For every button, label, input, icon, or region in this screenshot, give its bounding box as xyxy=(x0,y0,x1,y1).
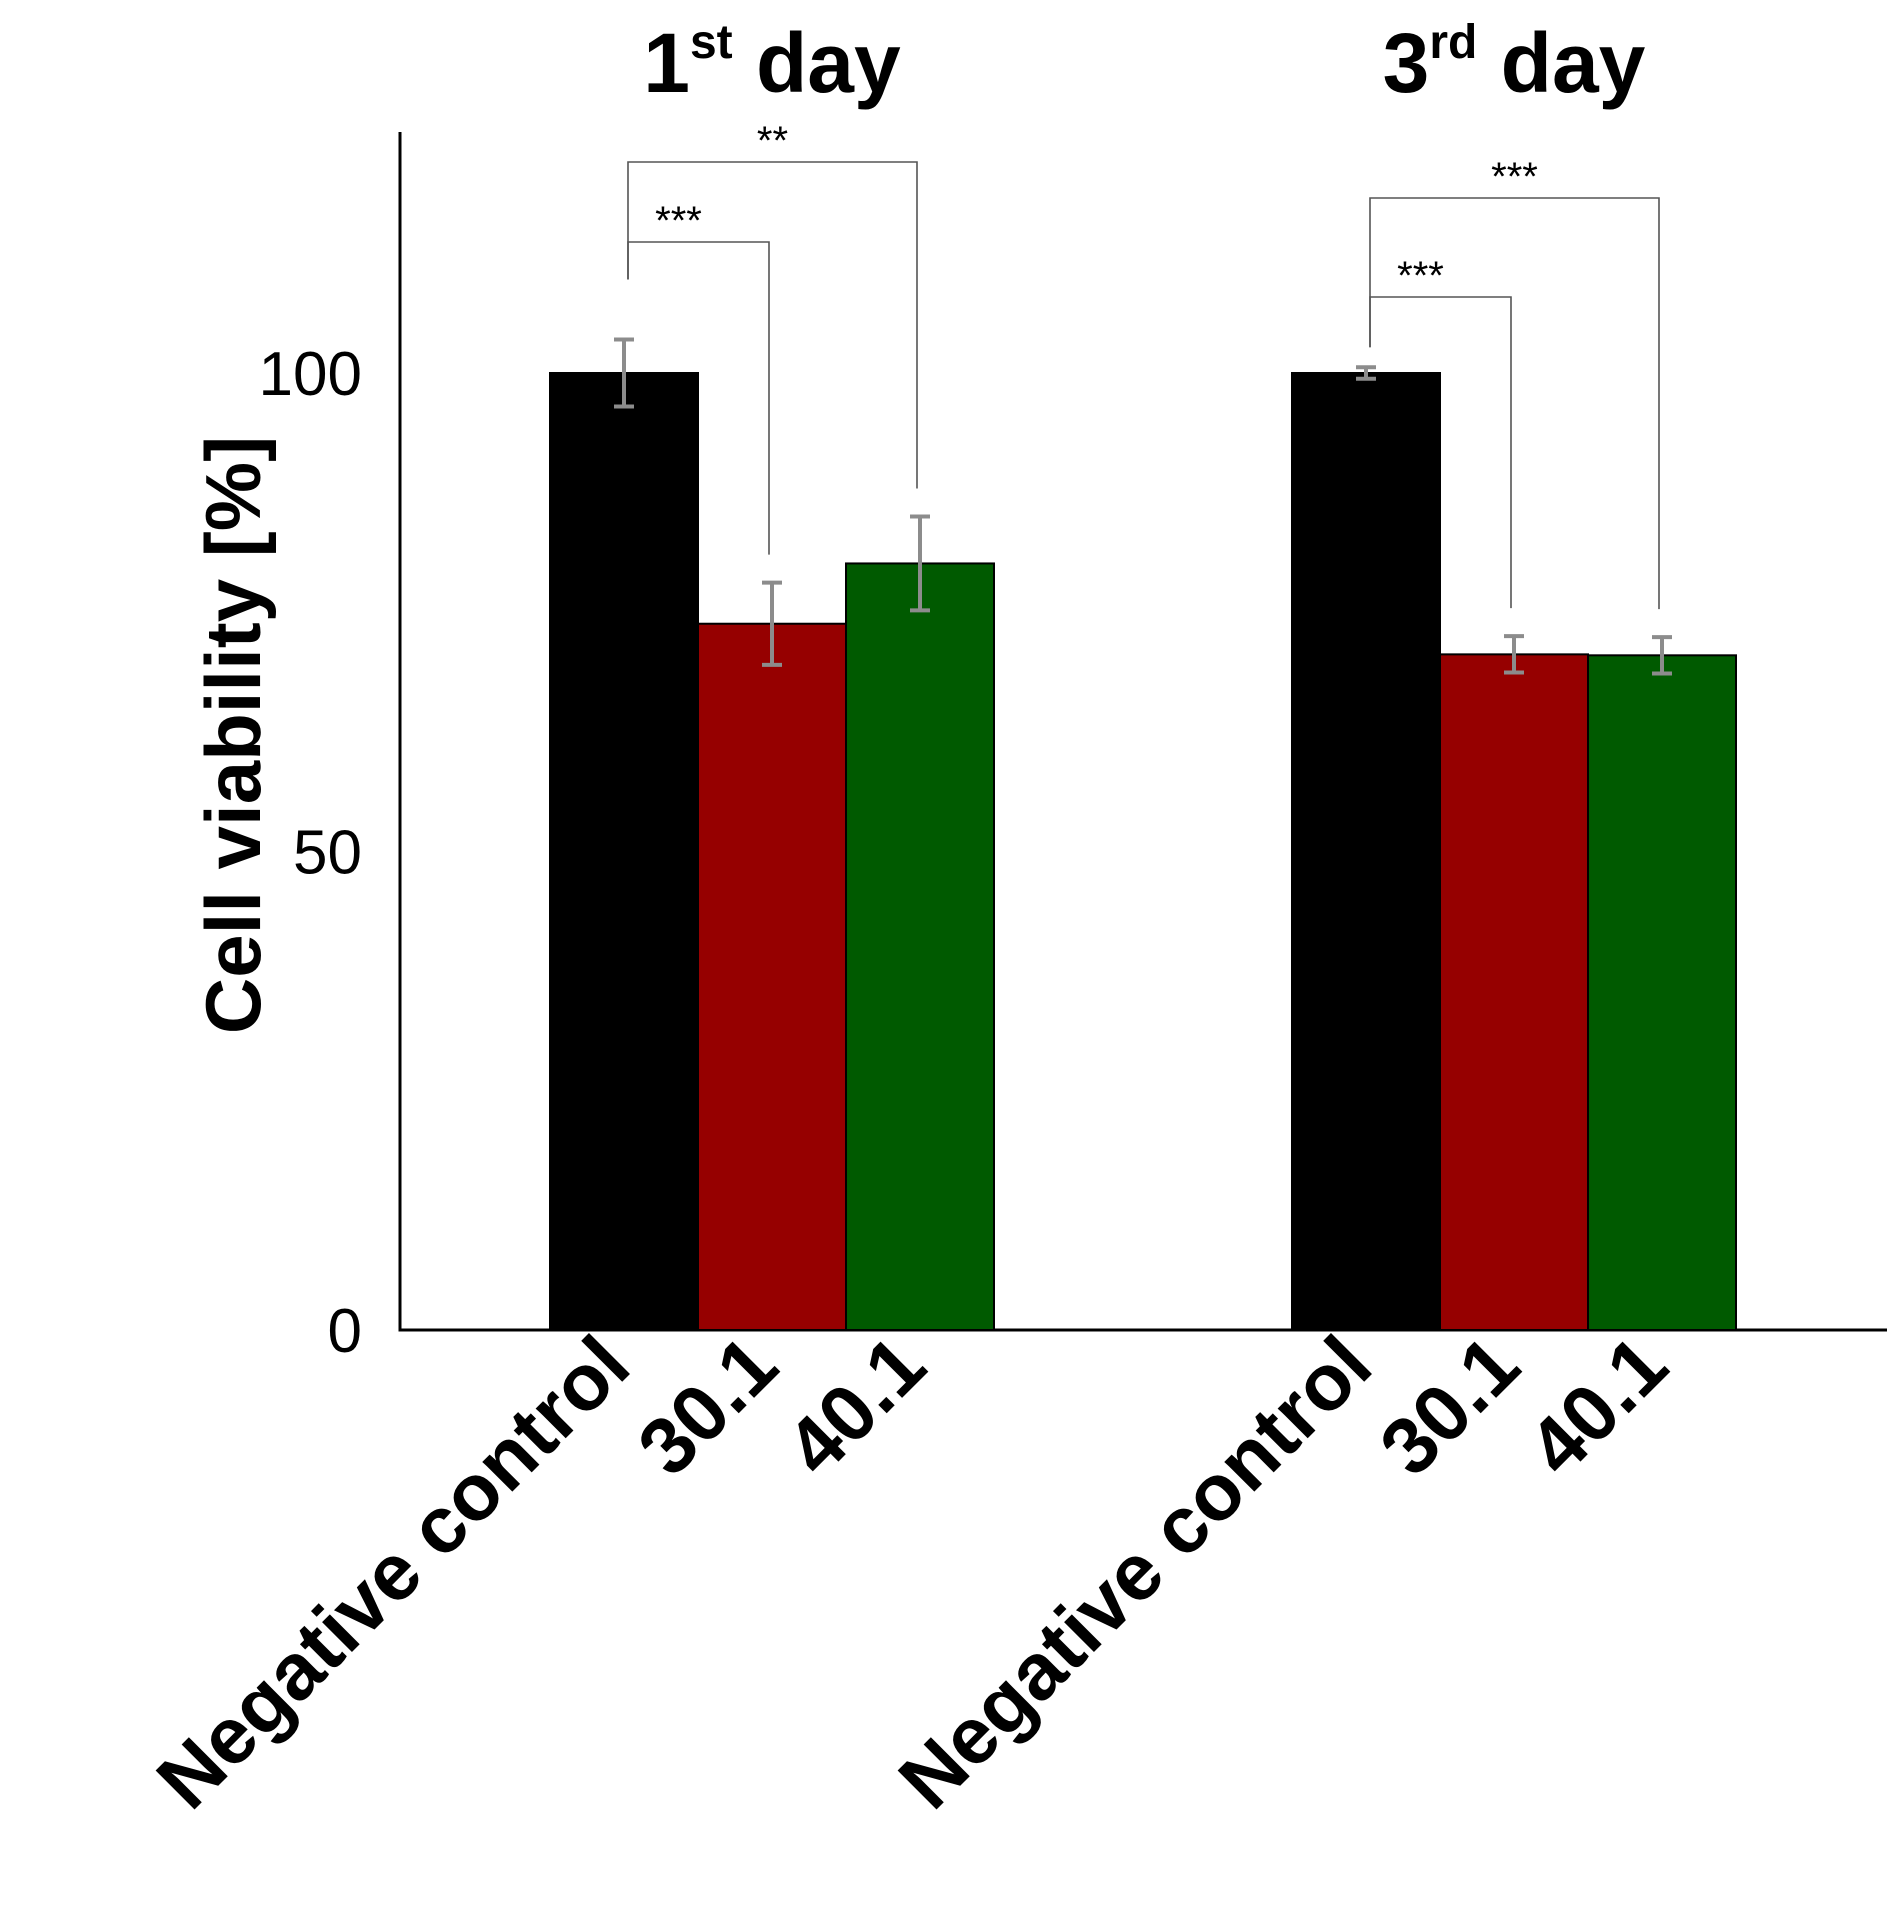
significance-bracket-group1-2: ** xyxy=(627,119,918,489)
significance-label: *** xyxy=(1397,254,1444,298)
category-label-group2-1: Negative control xyxy=(882,1319,1388,1825)
significance-label: ** xyxy=(757,119,788,163)
category-label-group2-3: 40.1 xyxy=(1511,1319,1684,1492)
category-label-group1-2: 30.1 xyxy=(621,1319,794,1492)
bar-group2-2 xyxy=(1439,653,1589,1331)
group-title-1: 1st day xyxy=(643,16,901,110)
significance-brackets: *********** xyxy=(627,119,1660,610)
category-label-group1-3: 40.1 xyxy=(769,1319,942,1492)
group-title-2: 3rd day xyxy=(1383,16,1646,110)
significance-label: *** xyxy=(655,199,702,243)
error-bar-group1-3 xyxy=(910,514,930,613)
bar-group1-2 xyxy=(697,622,847,1331)
y-tick-label-0: 0 xyxy=(328,1297,362,1366)
error-bar-group2-1 xyxy=(1356,365,1376,381)
y-tick-label-50: 50 xyxy=(293,819,362,888)
bar-group1-3 xyxy=(845,562,995,1331)
y-axis-title: Cell viability [%] xyxy=(189,436,277,1034)
error-bar-group2-2 xyxy=(1504,634,1524,675)
bars xyxy=(549,372,1737,1331)
error-bar-group1-2 xyxy=(762,580,782,667)
bar-group1-1 xyxy=(549,372,699,1331)
bar-group2-1 xyxy=(1291,372,1441,1331)
bar-group2-3 xyxy=(1587,654,1737,1331)
category-label-group2-2: 30.1 xyxy=(1363,1319,1536,1492)
category-label-group1-1: Negative control xyxy=(140,1319,646,1825)
error-bar-group2-3 xyxy=(1652,635,1672,676)
axes: 0 50 100 Cell viability [%] xyxy=(189,132,1887,1366)
y-tick-label-100: 100 xyxy=(259,340,362,409)
error-bar-group1-1 xyxy=(614,337,634,409)
significance-label: *** xyxy=(1491,155,1538,199)
error-bars xyxy=(614,337,1672,676)
significance-bracket-group2-2: *** xyxy=(1369,155,1660,610)
